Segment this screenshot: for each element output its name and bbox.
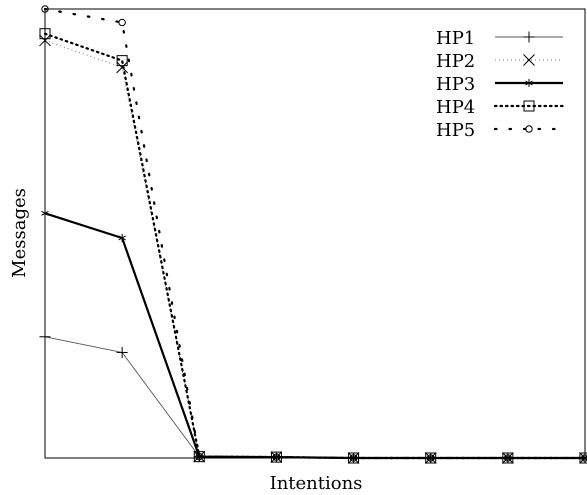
legend-samples [493,31,565,133]
data-point-hp3-8 [581,454,587,462]
data-point-hp4-2 [116,55,128,67]
series-line-hp1 [44,336,585,459]
data-point-hp4-8 [579,452,587,464]
data-point-hp3-7 [504,454,512,462]
series-line-hp3 [44,212,585,460]
x-axis-title: Intentions [270,473,363,494]
data-point-hp1-1 [39,331,51,343]
data-point-hp5-1 [41,5,49,13]
plot-frame [44,8,586,459]
data-point-hp5-7 [504,454,512,462]
legend-marker-hp2 [523,54,535,66]
legend-label-hp1: HP1 [436,28,475,49]
data-point-hp4-1 [39,28,51,40]
data-point-hp1-2 [116,346,128,358]
legend: HP1 HP2 HP3 HP4 HP5 [436,28,565,141]
data-point-hp4-6 [425,452,437,464]
data-point-hp2-2 [116,61,128,74]
data-point-hp3-4 [272,453,281,462]
data-point-hp5-4 [272,453,281,461]
series-line-hp4 [43,32,587,460]
legend-label-hp3: HP3 [436,74,475,95]
data-point-hp3-6 [427,454,435,462]
y-axis-title: Messages [9,188,30,278]
marker-layer [39,5,587,464]
data-point-hp3-5 [349,454,358,462]
legend-marker-hp4 [523,100,535,112]
data-point-hp5-2 [118,18,126,27]
legend-label-hp4: HP4 [436,97,475,118]
data-point-hp3-1 [41,209,49,218]
legend-marker-hp1 [523,31,535,43]
data-point-hp4-7 [502,452,514,464]
data-point-hp5-5 [349,454,358,462]
data-point-hp5-6 [427,454,435,462]
data-point-hp3-3 [195,452,203,461]
legend-marker-hp3 [525,79,533,87]
data-point-hp4-3 [193,451,205,463]
series-line-hp5 [43,7,587,460]
data-point-hp3-2 [118,233,126,242]
data-point-hp5-3 [195,452,203,461]
data-point-hp2-1 [39,34,51,47]
legend-marker-hp5 [525,125,533,133]
data-point-hp5-8 [581,454,587,462]
data-point-hp4-4 [270,451,282,463]
legend-label-hp2: HP2 [436,51,475,72]
legend-label-hp5: HP5 [436,120,475,141]
series-layer [43,7,587,460]
data-point-hp4-5 [348,452,360,464]
